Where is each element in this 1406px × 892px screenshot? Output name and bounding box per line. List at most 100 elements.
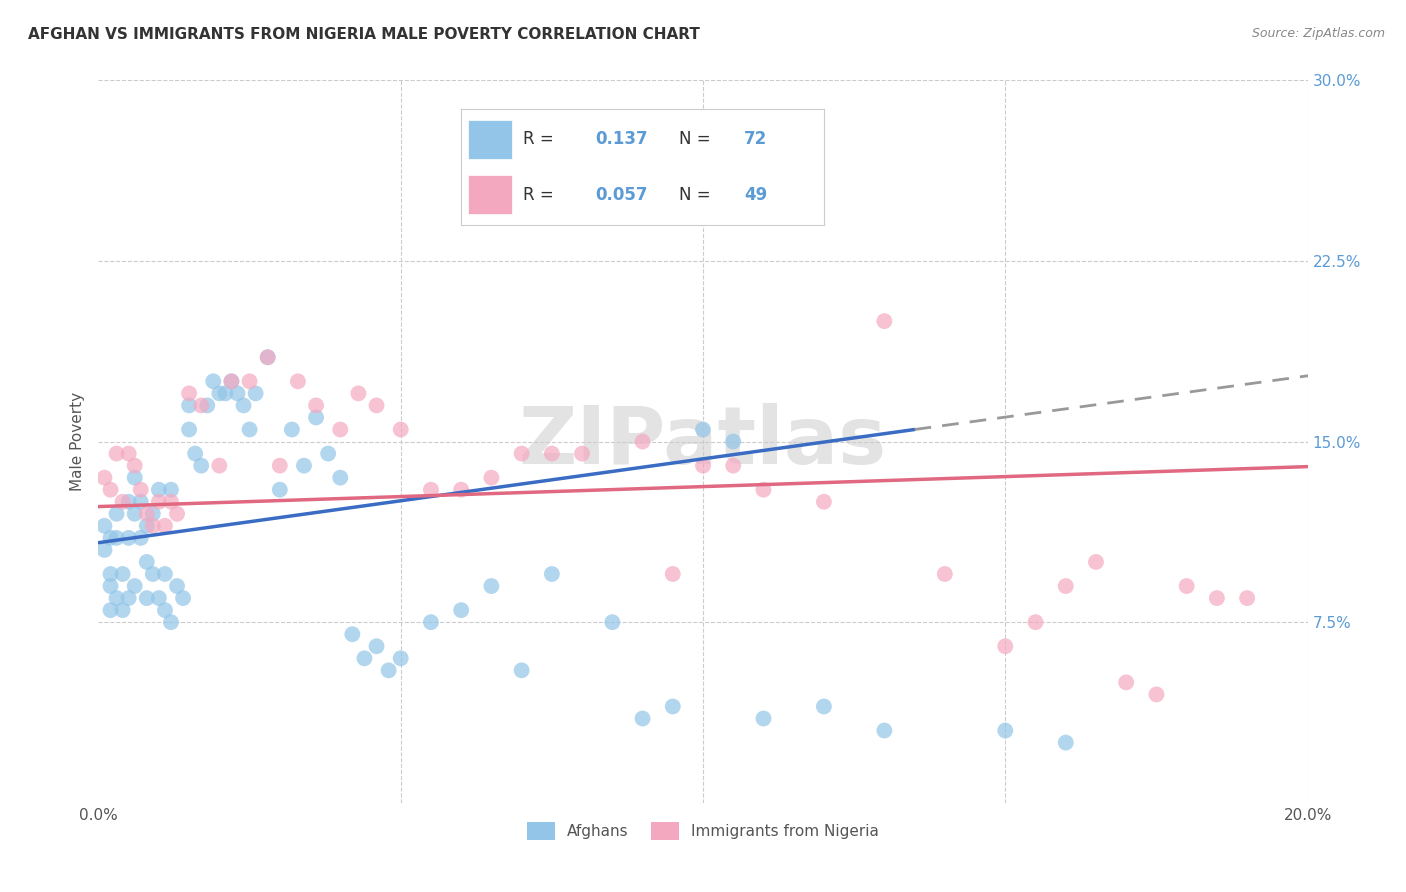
Point	[481, 470, 503, 484]
Point	[135, 518, 157, 533]
Point	[450, 483, 472, 497]
Point	[1206, 591, 1229, 605]
Point	[269, 483, 291, 497]
Point	[221, 374, 243, 388]
Point	[245, 386, 267, 401]
Point	[195, 398, 218, 412]
Point	[366, 639, 388, 653]
Point	[142, 507, 165, 521]
Point	[256, 350, 278, 364]
Point	[202, 374, 225, 388]
Point	[208, 458, 231, 473]
Point	[190, 458, 212, 473]
Point	[366, 398, 388, 412]
Point	[256, 350, 278, 364]
Point	[281, 422, 304, 436]
Point	[93, 542, 115, 557]
Point	[214, 386, 236, 401]
Point	[752, 483, 775, 497]
Point	[100, 567, 122, 582]
Point	[105, 591, 128, 605]
Point	[631, 712, 654, 726]
Point	[105, 507, 128, 521]
Point	[148, 591, 170, 605]
Point	[129, 494, 152, 508]
Point	[135, 507, 157, 521]
Point	[118, 446, 141, 460]
Point	[118, 494, 141, 508]
Point	[813, 494, 835, 508]
Point	[389, 422, 412, 436]
Point	[692, 422, 714, 436]
Point	[813, 699, 835, 714]
Point	[166, 507, 188, 521]
Point	[124, 507, 146, 521]
Point	[934, 567, 956, 582]
Point	[723, 458, 745, 473]
Point	[160, 615, 183, 630]
Point	[93, 470, 115, 484]
Point	[661, 699, 683, 714]
Point	[124, 470, 146, 484]
Point	[1085, 555, 1108, 569]
Point	[124, 458, 146, 473]
Point	[153, 603, 176, 617]
Point	[1115, 675, 1137, 690]
Point	[179, 398, 201, 412]
Point	[510, 664, 533, 678]
Point	[692, 458, 714, 473]
Point	[118, 531, 141, 545]
Point	[377, 664, 399, 678]
Point	[100, 483, 122, 497]
Point	[111, 494, 134, 508]
Point	[105, 531, 128, 545]
Point	[179, 386, 201, 401]
Point	[420, 615, 443, 630]
Text: ZIPatlas: ZIPatlas	[519, 402, 887, 481]
Point	[100, 579, 122, 593]
Point	[873, 314, 896, 328]
Point	[166, 579, 188, 593]
Point	[172, 591, 194, 605]
Point	[153, 567, 176, 582]
Point	[208, 386, 231, 401]
Point	[1175, 579, 1198, 593]
Point	[1054, 735, 1077, 749]
Text: AFGHAN VS IMMIGRANTS FROM NIGERIA MALE POVERTY CORRELATION CHART: AFGHAN VS IMMIGRANTS FROM NIGERIA MALE P…	[28, 27, 700, 42]
Point	[105, 446, 128, 460]
Point	[221, 374, 243, 388]
Point	[329, 470, 352, 484]
Point	[540, 446, 562, 460]
Point	[1144, 687, 1167, 701]
Point	[389, 651, 412, 665]
Point	[100, 603, 122, 617]
Point	[226, 386, 249, 401]
Point	[353, 651, 375, 665]
Point	[450, 603, 472, 617]
Point	[292, 458, 315, 473]
Point	[287, 374, 309, 388]
Point	[1024, 615, 1046, 630]
Point	[571, 446, 593, 460]
Point	[142, 567, 165, 582]
Point	[540, 567, 562, 582]
Point	[148, 483, 170, 497]
Point	[135, 591, 157, 605]
Point	[631, 434, 654, 449]
Point	[342, 627, 364, 641]
Point	[179, 422, 201, 436]
Point	[873, 723, 896, 738]
Point	[994, 723, 1017, 738]
Point	[269, 458, 291, 473]
Point	[1236, 591, 1258, 605]
Point	[329, 422, 352, 436]
Text: Source: ZipAtlas.com: Source: ZipAtlas.com	[1251, 27, 1385, 40]
Point	[135, 555, 157, 569]
Point	[160, 483, 183, 497]
Point	[129, 483, 152, 497]
Point	[190, 398, 212, 412]
Point	[602, 615, 624, 630]
Point	[184, 446, 207, 460]
Point	[239, 374, 262, 388]
Point	[111, 603, 134, 617]
